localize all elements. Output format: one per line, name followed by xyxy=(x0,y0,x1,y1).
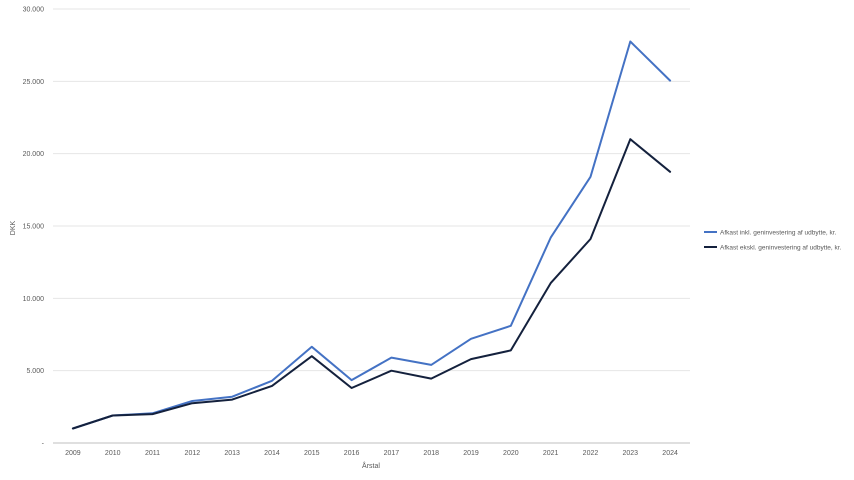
y-tick-label: - xyxy=(42,441,45,448)
x-tick-label: 2010 xyxy=(105,450,121,457)
legend-label: Afkast ekskl. geninvestering af udbytte,… xyxy=(720,245,842,252)
gridlines xyxy=(53,8,690,444)
x-tick-label: 2009 xyxy=(65,450,81,457)
series-line-2 xyxy=(71,138,672,430)
x-tick-label: 2013 xyxy=(224,450,240,457)
series-lines xyxy=(71,40,672,430)
x-axis-ticks: 2009 2010 2011 2012 2013 2014 2015 2016 2017 2018… xyxy=(65,450,678,457)
x-tick-label: 2018 xyxy=(423,450,439,457)
x-tick-label: 2024 xyxy=(662,450,678,457)
x-axis-title: Årstal xyxy=(362,461,380,470)
legend-item-1: Afkast inkl. geninvestering af udbytte, … xyxy=(704,230,837,237)
x-tick-label: 2014 xyxy=(264,450,280,457)
x-tick-label: 2020 xyxy=(503,450,519,457)
legend: Afkast inkl. geninvestering af udbytte, … xyxy=(704,230,842,252)
legend-item-2: Afkast ekskl. geninvestering af udbytte,… xyxy=(704,245,842,252)
y-axis-title: DKK xyxy=(10,220,17,235)
x-tick-label: 2022 xyxy=(583,450,599,457)
x-tick-label: 2016 xyxy=(344,450,360,457)
y-tick-label: 20.000 xyxy=(23,151,45,158)
y-tick-label: 30.000 xyxy=(23,7,45,14)
x-tick-label: 2012 xyxy=(185,450,201,457)
x-tick-label: 2019 xyxy=(463,450,479,457)
legend-label: Afkast inkl. geninvestering af udbytte, … xyxy=(720,230,837,237)
series-line-1 xyxy=(71,40,672,430)
x-tick-label: 2011 xyxy=(145,450,160,457)
y-tick-label: 5.000 xyxy=(26,368,44,375)
x-tick-label: 2023 xyxy=(622,450,638,457)
x-tick-label: 2017 xyxy=(384,450,400,457)
y-tick-label: 15.000 xyxy=(23,224,45,231)
y-tick-label: 25.000 xyxy=(23,79,45,86)
x-tick-label: 2015 xyxy=(304,450,320,457)
x-tick-label: 2021 xyxy=(543,450,559,457)
y-tick-label: 10.000 xyxy=(23,296,45,303)
y-axis-ticks: - 5.000 10.000 15.000 20.000 25.000 30.000 xyxy=(23,7,45,448)
